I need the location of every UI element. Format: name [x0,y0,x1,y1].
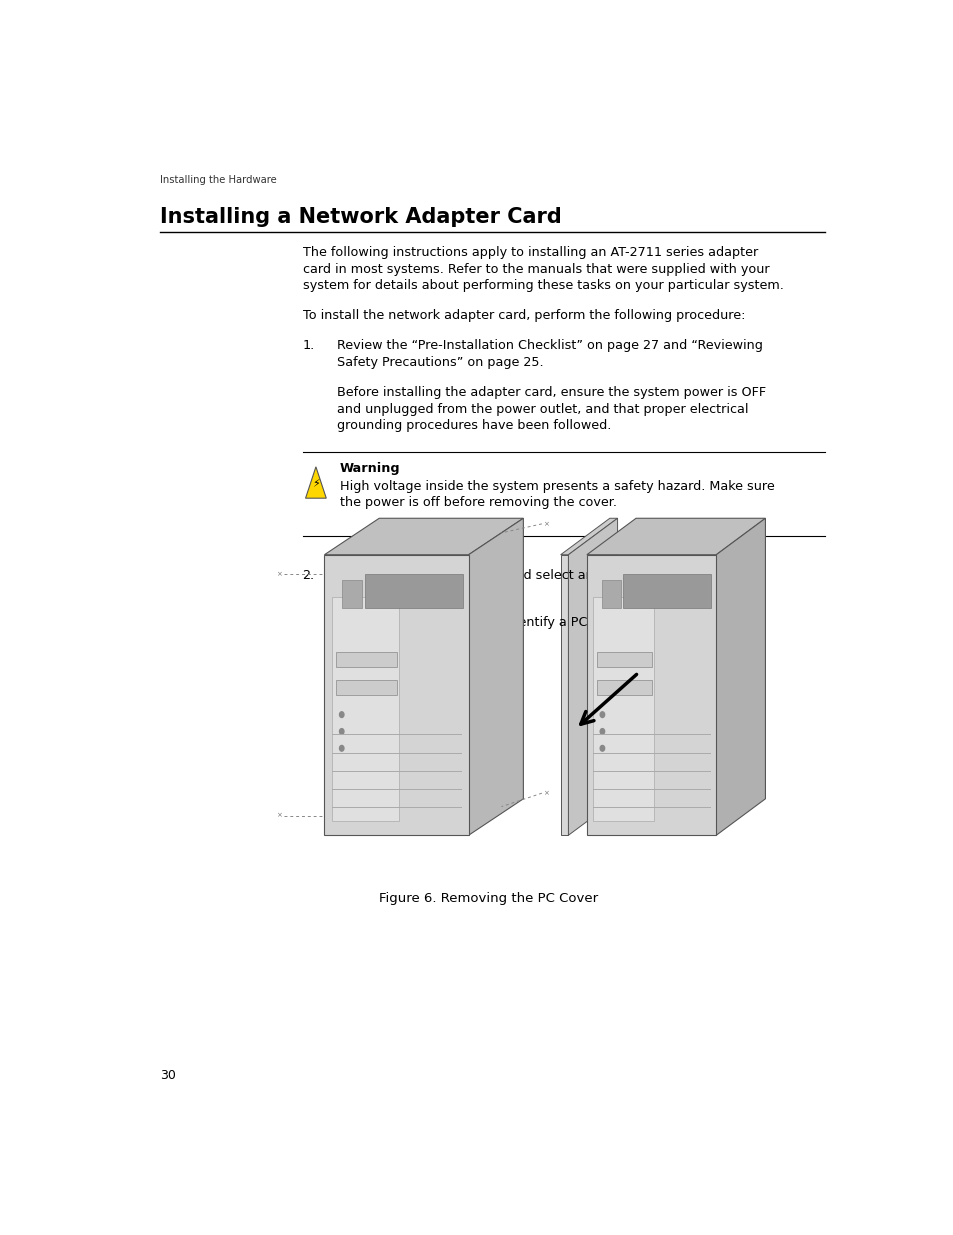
Polygon shape [468,519,523,835]
Text: The following instructions apply to installing an AT-2711 series adapter: The following instructions apply to inst… [302,246,757,259]
Polygon shape [335,679,396,695]
Polygon shape [324,555,468,835]
Circle shape [339,746,344,751]
Text: card in most systems. Refer to the manuals that were supplied with your: card in most systems. Refer to the manua… [302,263,768,275]
Text: Installing a Network Adapter Card: Installing a Network Adapter Card [160,207,561,227]
Text: Figure 6.: Figure 6. [337,585,393,599]
Text: Figure 6. Removing the PC Cover: Figure 6. Removing the PC Cover [379,892,598,905]
Text: Warning: Warning [339,462,399,474]
Text: Review the “Pre-Installation Checklist” on page 27 and “Reviewing: Review the “Pre-Installation Checklist” … [337,340,762,352]
Text: If you do not know how to identify a PCIe slot, refer to your system: If you do not know how to identify a PCI… [337,615,764,629]
Text: 30: 30 [160,1070,175,1082]
Text: documentation.: documentation. [337,632,438,645]
Text: To install the network adapter card, perform the following procedure:: To install the network adapter card, per… [302,310,744,322]
Text: system for details about performing these tasks on your particular system.: system for details about performing thes… [302,279,782,293]
Polygon shape [597,679,651,695]
Polygon shape [586,519,764,555]
Polygon shape [364,574,462,608]
Text: Remove the system cover and select any empty PCIe slot. See: Remove the system cover and select any e… [337,569,738,582]
Polygon shape [560,555,568,835]
Polygon shape [335,652,396,667]
Polygon shape [622,574,710,608]
Text: ×: × [276,572,282,578]
Text: grounding procedures have been followed.: grounding procedures have been followed. [337,419,611,432]
Text: 2.: 2. [302,569,314,582]
Text: ×: × [543,790,549,797]
Circle shape [339,729,344,735]
Circle shape [599,746,604,751]
Text: Safety Precautions” on page 25.: Safety Precautions” on page 25. [337,356,543,369]
Polygon shape [341,580,361,608]
Text: ⚡: ⚡ [312,479,319,489]
Text: ×: × [543,521,549,527]
Polygon shape [586,555,716,835]
Text: 1.: 1. [302,340,314,352]
Text: Before installing the adapter card, ensure the system power is OFF: Before installing the adapter card, ensu… [337,385,765,399]
Polygon shape [324,519,523,555]
Circle shape [599,729,604,735]
Text: Installing the Hardware: Installing the Hardware [160,175,276,185]
Text: and unplugged from the power outlet, and that proper electrical: and unplugged from the power outlet, and… [337,403,748,416]
Polygon shape [593,597,654,821]
Text: the power is off before removing the cover.: the power is off before removing the cov… [339,496,616,510]
Polygon shape [597,652,651,667]
Polygon shape [568,519,617,835]
Polygon shape [601,580,619,608]
Polygon shape [305,467,326,498]
Text: ×: × [276,813,282,819]
Polygon shape [332,597,399,821]
Circle shape [599,711,604,718]
Polygon shape [716,519,764,835]
Text: High voltage inside the system presents a safety hazard. Make sure: High voltage inside the system presents … [339,480,774,493]
Polygon shape [560,519,617,555]
Circle shape [339,711,344,718]
